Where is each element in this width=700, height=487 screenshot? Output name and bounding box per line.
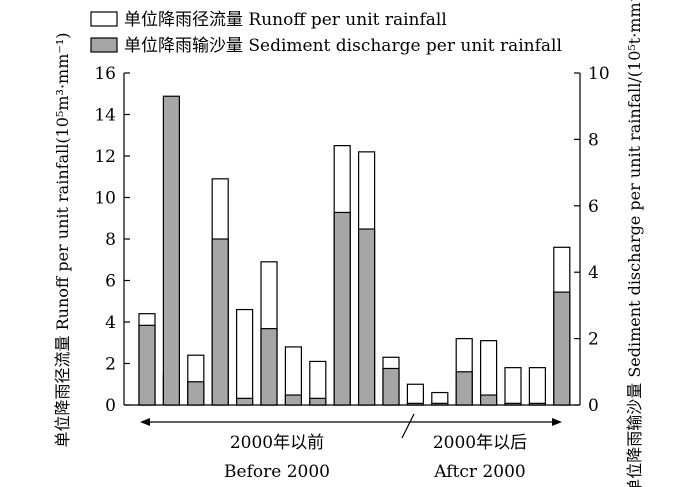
period-divider [401,413,415,439]
bar-sediment [260,328,278,406]
bar-sediment [236,397,254,406]
left-tick-label: 0 [105,396,116,416]
right-axis-ticks: 0 2 4 6 8 10 [574,64,610,416]
legend: 单位降雨径流量 Runoff per unit rainfall 单位降雨输沙量… [90,10,562,56]
bar-sediment [333,211,351,406]
bar-sediment [431,402,449,406]
period-annotation: 2000年以前 Before 2000 2000年以后 Aftcr 2000 [140,413,562,482]
left-axis-title: 单位降雨径流量 Runoff per unit rainfall(10⁵m³·m… [53,33,72,448]
period-arrow-right-head [552,418,562,426]
legend-swatch-sediment [90,37,118,53]
bar-sediment [480,394,498,406]
bar-sediment [358,228,376,406]
bar-sediment [504,402,522,406]
left-tick-label: 12 [94,147,116,167]
period-before-en: Before 2000 [224,462,330,482]
period-arrow-left-head [140,418,150,426]
period-after-cn: 2000年以后 [433,433,527,453]
period-before-cn: 2000年以前 [230,433,324,453]
bar-sediment [382,367,400,406]
bar-sediment [455,371,473,406]
left-tick-label: 2 [105,355,116,375]
period-after-en: Aftcr 2000 [433,462,525,482]
bar-sediment [284,394,302,406]
legend-swatch-runoff [90,11,118,27]
right-tick-label: 8 [588,130,599,150]
right-tick-label: 0 [588,396,599,416]
left-tick-label: 4 [105,313,116,333]
bar-sediment [528,402,547,406]
left-tick-label: 14 [94,106,116,126]
bar-sediment [406,402,424,406]
bar-runoff [528,367,547,406]
left-tick-label: 6 [105,272,116,292]
right-tick-label: 6 [588,197,599,217]
left-axis-ticks: 0 2 4 6 8 10 12 14 16 [94,64,130,416]
left-tick-label: 8 [105,230,116,250]
bar-sediment [162,95,180,406]
bar-sediment [211,238,229,406]
bar-runoff [504,367,522,406]
left-tick-label: 10 [94,189,116,209]
right-tick-label: 10 [588,64,610,84]
right-tick-label: 4 [588,263,599,283]
legend-label-sediment: 单位降雨输沙量 Sediment discharge per unit rain… [124,36,562,56]
bar-sediment [309,397,327,406]
right-tick-label: 2 [588,330,599,350]
bar-sediment [138,324,156,406]
legend-label-runoff: 单位降雨径流量 Runoff per unit rainfall [124,10,447,30]
bar-sediment [553,291,571,406]
bars [138,95,571,406]
bar-runoff [236,308,254,406]
left-tick-label: 16 [94,64,116,84]
bar-sediment [187,381,205,406]
right-axis-title: 单位降雨输沙量 Sediment discharge per unit rain… [625,0,644,487]
bar-runoff [406,383,424,406]
